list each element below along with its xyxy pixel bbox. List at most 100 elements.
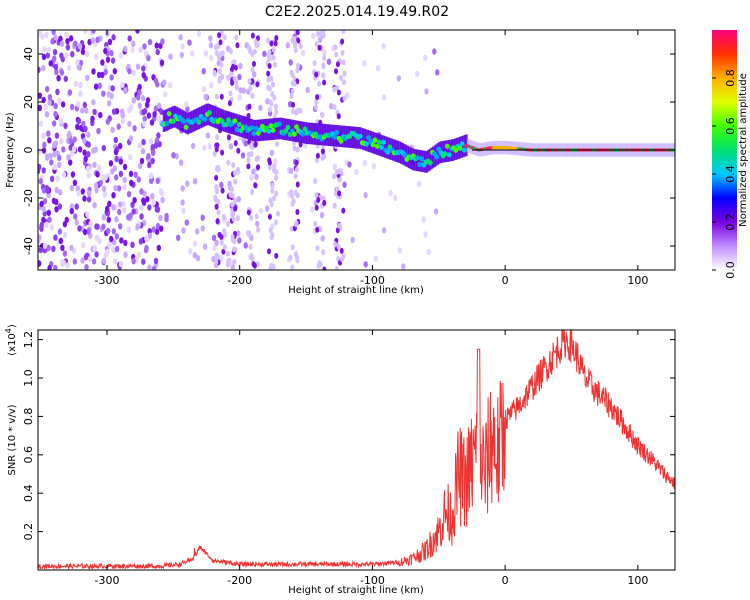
noise-cell — [230, 233, 235, 240]
noise-cell — [255, 81, 260, 88]
noise-cell — [294, 166, 299, 173]
noise-cell — [105, 56, 111, 63]
snr-plot-area — [38, 330, 675, 570]
noise-cell — [397, 247, 402, 254]
noise-cell — [148, 138, 154, 145]
noise-cell — [135, 223, 140, 230]
ridge-cell — [338, 138, 344, 144]
noise-cell — [226, 258, 231, 265]
noise-cell — [236, 230, 241, 237]
noise-cell — [143, 247, 149, 254]
noise-cell — [113, 148, 119, 156]
noise-cell — [154, 137, 159, 144]
ridge-halo — [269, 118, 272, 141]
noise-cell — [354, 168, 359, 176]
ridge-halo — [275, 117, 279, 140]
noise-cell — [80, 188, 86, 195]
noise-cell — [60, 101, 66, 108]
noise-cell — [92, 108, 97, 116]
ridge-cell — [442, 151, 448, 157]
noise-cell — [44, 221, 49, 228]
noise-cell — [217, 68, 222, 75]
noise-cell — [305, 86, 310, 94]
noise-cell — [131, 69, 136, 76]
noise-cell — [38, 246, 43, 254]
noise-cell — [80, 48, 86, 55]
x-tick-label: -300 — [95, 574, 120, 587]
noise-cell — [220, 149, 225, 156]
noise-cell — [141, 199, 147, 206]
noise-cell — [52, 151, 57, 158]
noise-cell — [98, 111, 103, 119]
noise-cell — [142, 108, 148, 115]
noise-cell — [92, 161, 97, 168]
noise-cell — [332, 173, 336, 180]
noise-cell — [334, 68, 338, 75]
noise-cell — [116, 123, 121, 130]
noise-cell — [127, 120, 132, 128]
noise-cell — [159, 190, 165, 197]
noise-cell — [320, 154, 325, 161]
noise-cell — [151, 226, 156, 233]
ridge-cell — [253, 125, 259, 131]
noise-cell — [72, 258, 78, 265]
noise-cell — [233, 205, 238, 212]
x-tick-label: -200 — [227, 574, 252, 587]
noise-cell — [322, 55, 327, 61]
y-tick-label: 0.2 — [22, 523, 35, 541]
noise-cell — [337, 190, 342, 197]
noise-cell — [289, 225, 294, 232]
noise-cell — [158, 214, 163, 222]
noise-cell — [50, 38, 55, 45]
noise-cell — [38, 260, 42, 267]
ridge-cell — [427, 160, 433, 166]
noise-cell — [192, 252, 197, 259]
noise-cell — [86, 172, 92, 179]
noise-cell — [69, 244, 74, 252]
noise-cell — [53, 234, 58, 241]
noise-cell — [156, 102, 162, 110]
noise-cell — [235, 84, 239, 91]
noise-cell — [230, 186, 234, 192]
noise-cell — [214, 50, 219, 57]
noise-cell — [214, 93, 219, 100]
noise-cell — [41, 53, 47, 61]
noise-cell — [41, 206, 46, 213]
spectrogram-x-ticks: -300 -200 -100 0 100 — [95, 30, 648, 287]
ridge-halo — [447, 140, 451, 162]
noise-cell — [77, 43, 83, 50]
noise-cell — [222, 244, 227, 251]
ridge-cell — [266, 128, 272, 134]
snr-x-label: Height of straight line (km) — [288, 585, 424, 596]
noise-cell — [137, 83, 142, 91]
noise-cell — [111, 192, 116, 199]
noise-cell — [83, 30, 88, 34]
noise-cell — [314, 99, 319, 105]
figure-title: C2E2.2025.014.19.49.R02 — [265, 4, 449, 20]
noise-cell — [339, 75, 344, 81]
noise-cell — [47, 99, 52, 106]
noise-cell — [77, 146, 83, 153]
ridge-cell — [302, 126, 308, 132]
noise-cell — [337, 168, 342, 175]
noise-cell — [214, 259, 219, 266]
ridge-halo — [186, 112, 189, 135]
noise-cell — [111, 204, 116, 211]
snr-y-ticks: 0.2 0.4 0.6 0.8 1.0 1.2 — [22, 331, 675, 540]
noise-cell — [273, 158, 278, 165]
noise-cell — [146, 153, 151, 160]
ridge-halo — [366, 129, 369, 152]
noise-cell — [219, 181, 224, 189]
noise-cell — [163, 91, 168, 98]
noise-cell — [118, 170, 124, 178]
y-tick-label: 20 — [22, 95, 35, 109]
noise-cell — [318, 261, 323, 268]
noise-cell — [250, 189, 254, 195]
ridge-cell — [332, 134, 338, 140]
noise-cell — [362, 60, 367, 67]
noise-cell — [219, 93, 224, 100]
noise-cell — [82, 101, 88, 109]
noise-cell — [267, 63, 272, 69]
noise-cell — [118, 260, 124, 268]
